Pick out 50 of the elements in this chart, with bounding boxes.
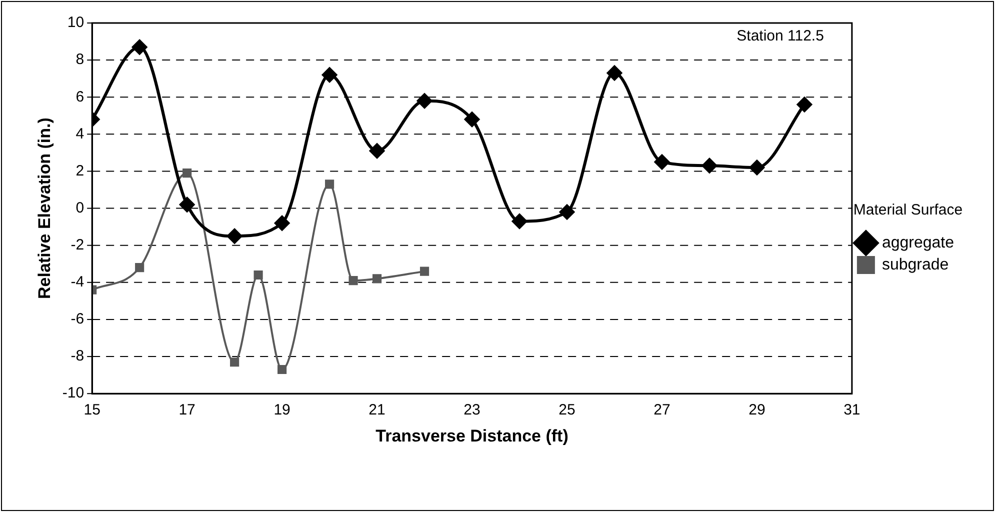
point: [322, 67, 338, 82]
y-tick-label: -10: [62, 384, 84, 402]
point: [512, 214, 527, 229]
x-tick-label: 25: [558, 402, 576, 419]
point: [180, 197, 195, 212]
x-tick-label: 29: [748, 402, 766, 419]
point: [372, 274, 382, 284]
point: [135, 263, 144, 272]
point: [464, 112, 480, 127]
point: [606, 66, 622, 81]
x-tick-label: 23: [464, 402, 480, 419]
point: [796, 97, 812, 112]
point: [325, 180, 334, 189]
point: [749, 160, 764, 176]
y-tick-label: 2: [76, 162, 84, 180]
y-tick-label: -2: [70, 236, 84, 254]
point: [274, 216, 290, 231]
x-tick-label: 19: [274, 402, 290, 419]
annotation: Station 112.5: [736, 28, 824, 45]
legend-label: subgrade: [882, 256, 949, 274]
y-tick-label: -8: [70, 348, 84, 365]
x-tick-label: 27: [654, 402, 670, 419]
point: [227, 228, 242, 244]
point: [559, 204, 574, 220]
x-tick-label: 17: [178, 402, 196, 419]
point: [702, 158, 717, 174]
x-tick-label: 31: [844, 402, 860, 419]
point: [348, 276, 358, 286]
point: [182, 168, 192, 178]
point: [420, 266, 430, 276]
point: [230, 358, 240, 367]
x-axis-title: Transverse Distance (ft): [376, 426, 568, 446]
point: [278, 364, 287, 374]
y-tick-label: 4: [76, 125, 84, 142]
y-tick-label: 0: [76, 199, 84, 216]
legend-title: Material Surface: [853, 202, 963, 219]
y-tick-label: -4: [70, 274, 84, 291]
y-tick-label: -6: [70, 310, 84, 328]
point: [254, 270, 263, 280]
y-tick-label: 6: [76, 88, 84, 106]
point: [370, 143, 385, 158]
y-axis-title: Relative Elevation (in.): [34, 118, 54, 299]
y-tick-label: 10: [67, 14, 84, 32]
x-tick-label: 15: [84, 402, 100, 419]
point: [132, 40, 148, 55]
point: [417, 93, 432, 108]
y-tick-label: 8: [76, 51, 84, 68]
point: [654, 154, 670, 170]
x-tick-label: 21: [368, 402, 386, 419]
legend-label: aggregate: [882, 234, 954, 252]
